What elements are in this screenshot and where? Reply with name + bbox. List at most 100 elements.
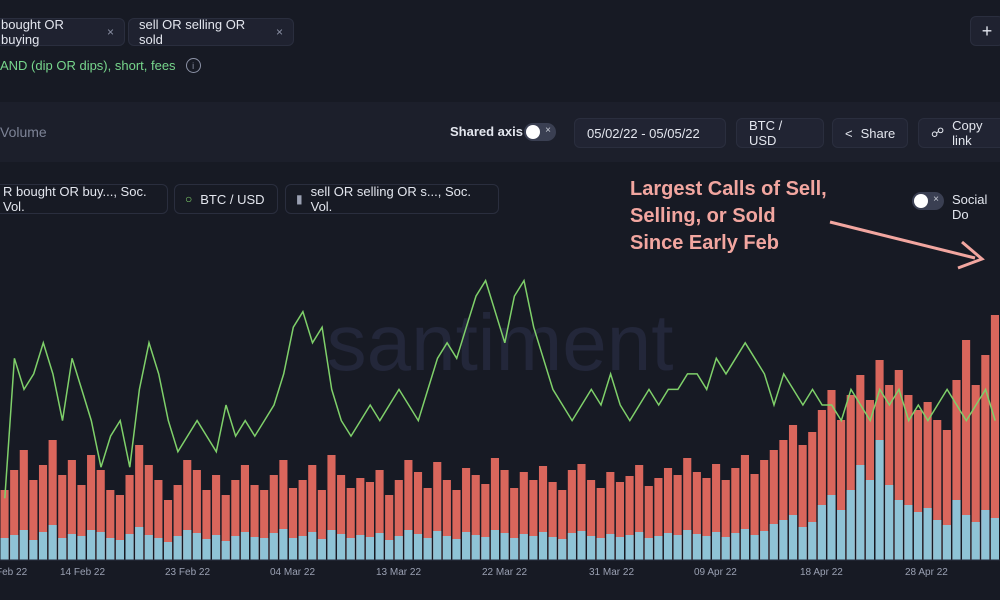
sell-bar — [471, 475, 480, 560]
legend-btc-usd[interactable]: ○ BTC / USD — [174, 184, 278, 214]
date-range-button[interactable]: 05/02/22 - 05/05/22 — [574, 118, 726, 148]
buy-bar — [356, 535, 365, 560]
buy-bar — [481, 537, 490, 560]
buy-bar — [827, 495, 836, 560]
buy-bar — [702, 536, 711, 560]
sell-bar — [712, 464, 721, 560]
query-label: AND (dip OR dips), short, fees — [0, 58, 176, 73]
sell-bar — [981, 355, 990, 560]
buy-bar — [558, 539, 567, 560]
close-icon[interactable]: × — [106, 25, 114, 39]
sell-bar — [481, 484, 490, 560]
social-toggle[interactable]: × — [912, 192, 944, 210]
buy-bar — [875, 440, 884, 560]
buy-bar — [798, 527, 807, 560]
info-icon[interactable]: i — [185, 58, 201, 73]
buy-bar — [625, 535, 634, 560]
buy-bar — [19, 530, 28, 560]
x-tick-label: 04 Mar 22 — [270, 567, 316, 578]
sell-bar — [683, 458, 692, 560]
add-button[interactable]: + — [970, 16, 1000, 46]
watermark: santiment — [327, 298, 674, 387]
sell-bar — [433, 462, 442, 560]
buy-bar — [183, 530, 192, 560]
buy-bar — [865, 480, 874, 560]
sell-bar — [163, 500, 173, 560]
sell-bar — [442, 480, 451, 560]
buy-bar — [385, 540, 394, 560]
sell-bar — [538, 466, 548, 560]
sell-bar — [212, 475, 221, 560]
link-icon: ☍ — [931, 125, 945, 140]
sell-bar — [615, 482, 624, 560]
sell-bar — [962, 340, 971, 560]
legend-buying[interactable]: R bought OR buy..., Soc. Vol. — [0, 184, 168, 214]
legend-selling[interactable]: ▮ sell OR selling OR s..., Soc. Vol. — [285, 184, 499, 214]
sell-bar — [260, 490, 269, 560]
buy-bar — [250, 537, 259, 560]
close-icon[interactable]: × — [275, 25, 283, 39]
buy-bar — [163, 542, 173, 560]
buy-bar — [106, 538, 115, 560]
filter-tag-selling[interactable]: sell OR selling OR sold × — [128, 17, 294, 47]
buy-bar — [644, 538, 653, 560]
buy-bar — [837, 510, 846, 560]
x-tick-label: 23 Feb 22 — [165, 567, 211, 578]
buy-bars — [0, 440, 999, 560]
buy-bar — [510, 538, 519, 560]
buy-bar — [327, 530, 336, 560]
sell-bar — [279, 460, 288, 560]
buy-bar — [692, 534, 701, 560]
sell-bar — [385, 495, 394, 560]
sell-bar — [500, 470, 509, 560]
sell-bar — [990, 315, 999, 560]
buy-bar — [769, 524, 778, 560]
buy-bar — [87, 530, 96, 560]
sell-bar — [308, 465, 317, 560]
buy-bar — [596, 538, 605, 560]
sell-bar — [29, 480, 38, 560]
sell-bar — [942, 430, 951, 560]
sell-bar — [240, 465, 249, 560]
sell-bar — [606, 472, 615, 560]
buy-bar — [462, 532, 471, 560]
sell-bar — [625, 476, 634, 560]
sell-bar — [971, 385, 980, 560]
share-button[interactable]: < Share — [832, 118, 908, 148]
copy-link-button[interactable]: ☍ Copy link — [918, 118, 1000, 148]
toggle-knob — [526, 125, 540, 139]
shared-axis-label: Shared axis — [450, 124, 523, 139]
sell-bar — [769, 450, 778, 560]
buy-bar — [298, 536, 307, 560]
sell-bar — [596, 488, 605, 560]
toggle-close-icon: × — [933, 194, 939, 205]
buy-bar — [760, 531, 769, 560]
buy-bar — [288, 538, 298, 560]
x-tick-label: 28 Apr 22 — [905, 567, 948, 578]
annotation-arrow — [829, 220, 976, 260]
social-dominance-label: Social Do — [952, 192, 988, 222]
bar-chart-icon: ▮ — [296, 192, 303, 206]
filter-tag-buying[interactable]: bought OR buying × — [0, 17, 125, 47]
sell-bar — [817, 410, 826, 560]
x-tick-label: 09 Apr 22 — [694, 567, 737, 578]
sell-bar — [202, 490, 211, 560]
buy-bar — [779, 520, 788, 560]
shared-axis-toggle[interactable]: × — [524, 123, 556, 141]
sell-bar — [798, 445, 807, 560]
sell-bar — [750, 474, 759, 560]
buy-bar — [721, 537, 730, 560]
buy-bar — [500, 533, 509, 560]
annotation-line: Since Early Feb — [630, 232, 779, 254]
share-icon: < — [845, 125, 853, 141]
buy-bar — [894, 500, 903, 560]
buy-bar — [346, 538, 355, 560]
pair-button[interactable]: BTC / USD — [736, 118, 824, 148]
sell-bar — [760, 460, 769, 560]
sell-bar — [788, 425, 798, 560]
btc-usd-line — [4, 278, 996, 499]
buy-bar — [202, 539, 211, 560]
sell-bar — [125, 475, 134, 560]
buy-bar — [654, 536, 663, 560]
